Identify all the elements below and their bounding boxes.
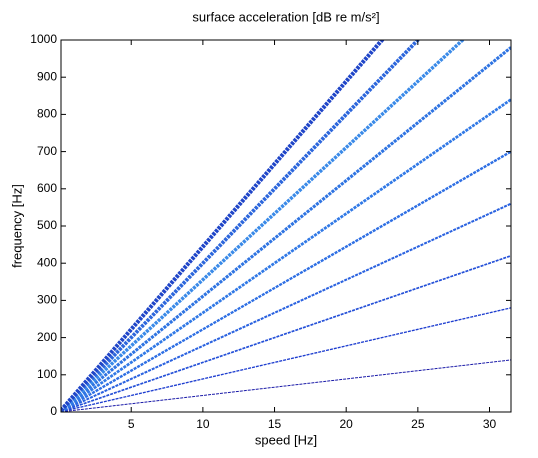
y-tick-label: 200 — [37, 330, 57, 344]
x-tick-label: 15 — [268, 417, 282, 431]
y-axis-label: frequency [Hz] — [9, 184, 24, 268]
order-line — [61, 307, 511, 412]
order-line — [61, 40, 466, 412]
y-tick-label: 900 — [37, 69, 57, 83]
order-line — [61, 359, 511, 412]
y-tick-label: 500 — [37, 218, 57, 232]
y-tick-label: 100 — [37, 367, 57, 381]
order-line — [61, 46, 511, 412]
x-tick-label: 25 — [411, 417, 425, 431]
x-tick-label: 10 — [196, 417, 210, 431]
order-line — [61, 40, 421, 412]
order-line — [61, 40, 385, 412]
y-tick-label: 300 — [37, 293, 57, 307]
y-tick-label: 800 — [37, 107, 57, 121]
order-line — [61, 202, 511, 412]
order-line — [61, 98, 511, 412]
y-tick-label: 400 — [37, 255, 57, 269]
y-tick-label: 700 — [37, 144, 57, 158]
x-tick-label: 30 — [483, 417, 497, 431]
x-tick-label: 20 — [340, 417, 354, 431]
plot-area — [61, 40, 511, 412]
order-line — [61, 254, 511, 412]
x-axis-label: speed [Hz] — [255, 432, 317, 447]
y-tick-label: 1000 — [30, 32, 57, 46]
order-line — [61, 150, 511, 412]
y-tick-label: 0 — [50, 404, 57, 418]
chart-title: surface acceleration [dB re m/s²] — [192, 9, 379, 24]
y-tick-label: 600 — [37, 181, 57, 195]
x-tick-label: 5 — [128, 417, 135, 431]
